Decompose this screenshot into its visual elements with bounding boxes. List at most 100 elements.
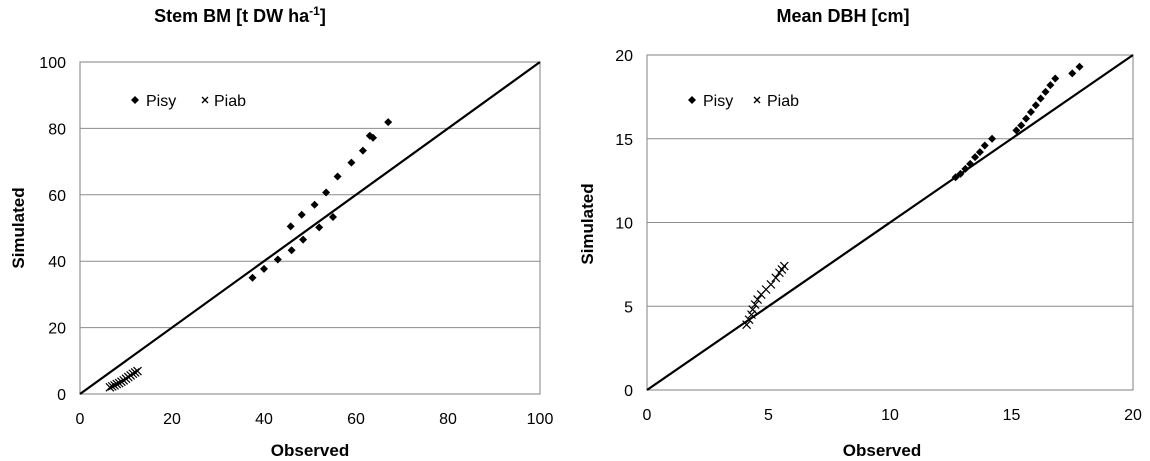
legend-label-pisy: Pisy [146, 93, 176, 110]
point-pisy [951, 173, 960, 182]
point-pisy [333, 172, 342, 181]
point-piab [107, 381, 117, 391]
x-tick-label: 60 [347, 411, 365, 428]
y-tick-label: 80 [48, 121, 66, 138]
point-pisy [260, 264, 268, 273]
y-tick-label: 40 [48, 254, 66, 271]
x-tick-label: 0 [76, 411, 85, 428]
y-tick-label: 5 [624, 299, 633, 316]
point-pisy [1041, 87, 1050, 96]
x-tick-label: 20 [1124, 407, 1142, 424]
y-tick-labels: 0 5 10 15 20 [615, 48, 633, 400]
point-pisy [329, 213, 337, 222]
stem-bm-chart: Stem BM [t DW ha-1] 0 20 40 60 80 100 0 20 40 60… [9, 4, 553, 460]
y-tick-label: 0 [624, 383, 633, 400]
x-tick-label: 15 [1003, 407, 1021, 424]
x-tick-label: 10 [881, 407, 899, 424]
reference-line [79, 61, 541, 395]
point-pisy [1026, 107, 1035, 116]
y-tick-label: 20 [48, 321, 66, 338]
point-pisy [980, 141, 989, 150]
y-tick-label: 100 [39, 55, 66, 72]
point-piab [771, 273, 781, 283]
point-piab [105, 382, 115, 392]
gridlines [80, 127, 540, 329]
point-piab [114, 378, 124, 388]
x-axis-label: Observed [843, 441, 921, 460]
plot-area [79, 61, 541, 395]
legend-label-piab: Piab [214, 93, 246, 110]
point-pisy [287, 246, 296, 255]
point-pisy [358, 146, 367, 155]
point-piab [747, 310, 756, 320]
point-piab [128, 369, 138, 379]
point-pisy [310, 200, 319, 209]
x-tick-label: 40 [255, 411, 273, 428]
point-piab [748, 305, 758, 315]
point-piab [750, 300, 760, 309]
point-pisy [961, 164, 970, 173]
point-pisy [299, 235, 308, 244]
x-tick-label: 5 [764, 407, 773, 424]
point-pisy [956, 169, 965, 178]
point-pisy [966, 159, 975, 168]
point-piab [742, 320, 752, 330]
legend-marker-piab [753, 96, 761, 104]
data-points [742, 62, 1084, 330]
point-pisy [1012, 126, 1021, 135]
point-pisy [297, 210, 306, 219]
point-pisy [384, 118, 393, 127]
point-piab [110, 380, 119, 390]
point-pisy [1068, 69, 1077, 78]
x-tick-labels: 0 5 10 15 20 [643, 407, 1142, 424]
point-pisy [1051, 74, 1060, 83]
legend-marker-pisy [688, 96, 696, 104]
point-pisy [248, 273, 257, 282]
point-pisy [1046, 81, 1055, 90]
legend: Pisy Piab [131, 93, 246, 110]
point-piab [779, 261, 789, 271]
x-tick-label: 20 [163, 411, 181, 428]
y-tick-labels: 0 20 40 60 80 100 [39, 55, 66, 404]
point-pisy [1075, 62, 1084, 71]
x-tick-label: 0 [643, 407, 652, 424]
point-piab [744, 315, 754, 325]
mean-dbh-chart: Mean DBH [cm] 0 5 10 15 20 0 5 10 15 20 Pisy Pia… [578, 6, 1142, 460]
point-piab [116, 377, 126, 387]
y-tick-label: 15 [615, 132, 633, 149]
point-piab [766, 280, 776, 289]
point-pisy [286, 222, 295, 231]
point-piab [753, 295, 762, 304]
one-to-one-line [79, 61, 541, 395]
y-tick-label: 20 [615, 48, 633, 65]
point-piab [112, 379, 122, 389]
y-tick-label: 0 [57, 387, 66, 404]
x-tick-labels: 0 20 40 60 80 100 [76, 411, 554, 428]
point-pisy [1036, 94, 1045, 103]
point-pisy [315, 223, 324, 232]
chart-title: Mean DBH [cm] [776, 6, 909, 26]
reference-line [646, 54, 1134, 391]
point-pisy [322, 188, 331, 197]
legend: Pisy Piab [688, 93, 799, 110]
y-axis-label: Simulated [9, 187, 28, 268]
legend-marker-pisy [131, 96, 139, 104]
point-pisy [369, 133, 378, 142]
legend-label-pisy: Pisy [703, 93, 733, 110]
point-pisy [971, 153, 980, 162]
x-tick-label: 100 [527, 411, 554, 428]
legend-label-piab: Piab [767, 93, 799, 110]
point-piab [133, 366, 142, 376]
point-pisy [1022, 114, 1031, 123]
point-pisy [1017, 121, 1026, 130]
point-pisy [988, 134, 997, 143]
point-pisy [975, 148, 984, 157]
point-pisy [273, 255, 282, 264]
one-to-one-line [646, 54, 1134, 391]
chart-title: Stem BM [t DW ha-1] [154, 4, 326, 26]
point-pisy [347, 158, 356, 167]
y-axis-label: Simulated [578, 183, 597, 264]
y-tick-label: 60 [48, 188, 66, 205]
y-tick-label: 10 [615, 216, 633, 233]
